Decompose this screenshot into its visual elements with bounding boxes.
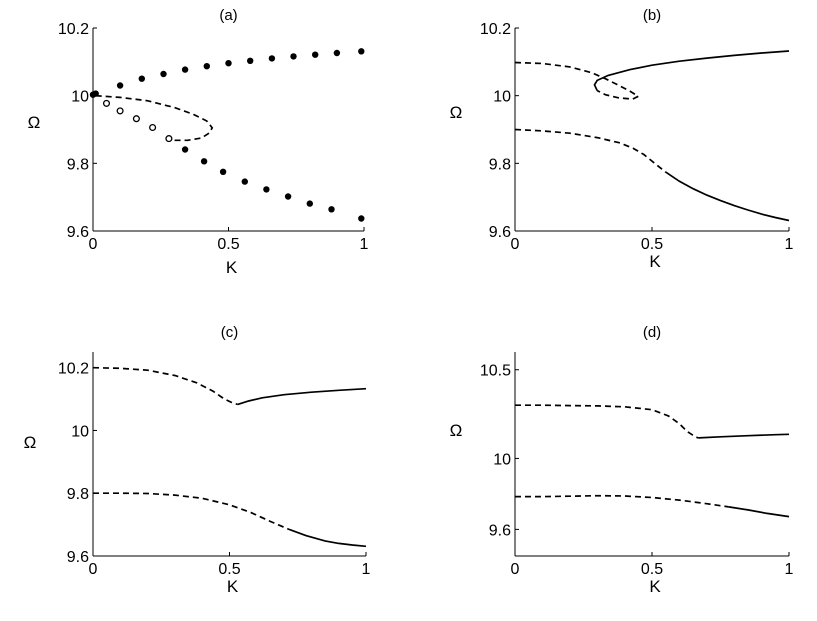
open-point <box>102 99 111 107</box>
series-solid-line <box>728 506 790 518</box>
y-tick-label: 9.6 <box>489 522 511 539</box>
x-tick-label: 0.5 <box>641 561 663 578</box>
filled-point <box>312 51 319 58</box>
series-solid-line <box>698 433 790 439</box>
filled-point <box>219 168 227 175</box>
y-axis-label: Ω <box>24 433 37 452</box>
y-tick-label: 9.8 <box>67 156 89 173</box>
filled-point <box>247 57 254 64</box>
x-tick-label: 0 <box>511 236 520 253</box>
y-tick-label: 9.6 <box>67 549 89 566</box>
series-dashed-line <box>514 61 641 100</box>
y-tick-label: 10 <box>71 89 89 106</box>
series-solid-line <box>289 528 367 548</box>
open-point <box>132 115 140 123</box>
y-tick-label: 9.8 <box>67 486 89 503</box>
filled-point <box>268 55 276 62</box>
filled-point <box>92 90 99 97</box>
filled-point <box>290 53 297 60</box>
panel-b: (b) 0 0.5 1 9.6 9.8 10 10.2 K Ω <box>450 7 794 271</box>
filled-point <box>225 60 232 67</box>
open-point <box>116 107 124 115</box>
x-tick-label: 0 <box>89 236 98 253</box>
x-tick-label: 0.5 <box>218 561 240 578</box>
x-tick-label: 1 <box>360 236 369 253</box>
y-tick-label: 10 <box>493 451 511 468</box>
panel-c: (c) 0 0.5 1 9.6 9.8 10 10.2 K Ω <box>24 324 371 596</box>
series-dashed-line <box>92 366 238 406</box>
filled-point <box>200 158 208 165</box>
filled-point <box>328 206 335 213</box>
y-tick-label: 10 <box>71 423 89 440</box>
y-tick-label: 10 <box>493 89 511 106</box>
x-axis-label: K <box>227 577 239 596</box>
panel-title: (c) <box>221 324 239 341</box>
y-axis-label: Ω <box>450 421 463 440</box>
filled-point <box>306 200 313 207</box>
series-dashed-line <box>515 404 699 439</box>
filled-point <box>333 49 341 57</box>
filled-point <box>116 82 124 89</box>
y-tick-label: 9.6 <box>489 224 511 241</box>
y-tick-label: 10.5 <box>480 363 511 380</box>
open-point <box>149 123 157 132</box>
filled-point <box>241 178 248 185</box>
x-axis-label: K <box>649 577 661 596</box>
series-dashed-line <box>93 492 290 531</box>
x-tick-label: 0 <box>89 561 98 578</box>
x-tick-label: 1 <box>785 236 794 253</box>
x-tick-label: 1 <box>362 561 371 578</box>
filled-point <box>358 48 365 55</box>
x-tick-label: 0.5 <box>217 236 239 253</box>
series-solid-line <box>593 50 790 91</box>
filled-point <box>284 193 292 200</box>
x-tick-label: 0 <box>511 561 520 578</box>
filled-point <box>138 75 145 82</box>
panel-title: (d) <box>643 324 661 341</box>
y-tick-label: 9.6 <box>67 224 89 241</box>
y-tick-label: 10.2 <box>58 21 89 38</box>
panel-title: (b) <box>643 7 661 24</box>
x-tick-label: 1 <box>785 561 794 578</box>
series-solid-line <box>237 387 367 406</box>
panel-a: (a) 0 0.5 1 9.6 9.8 10 10.2 K Ω <box>28 7 369 277</box>
y-tick-label: 10.2 <box>58 361 89 378</box>
y-axis-label: Ω <box>28 113 41 132</box>
filled-point <box>181 146 189 153</box>
y-tick-label: 10.2 <box>480 21 511 38</box>
x-axis-label: K <box>226 258 238 277</box>
series-solid-line <box>665 171 790 222</box>
series-dashed-line <box>514 128 667 173</box>
x-tick-label: 0.5 <box>641 236 663 253</box>
filled-point <box>160 70 167 78</box>
open-point <box>165 135 173 143</box>
panel-d: (d) 0 0.5 1 9.6 10 10.5 K Ω <box>450 324 794 596</box>
filled-point <box>203 62 210 70</box>
panel-title: (a) <box>219 7 237 24</box>
filled-point <box>181 66 189 73</box>
filled-point <box>263 186 270 193</box>
x-axis-label: K <box>649 252 661 271</box>
y-tick-label: 9.8 <box>489 156 511 173</box>
series-dashed-line <box>515 494 729 508</box>
filled-point <box>358 215 365 222</box>
y-axis-label: Ω <box>450 103 463 122</box>
series-dashed-line <box>95 94 214 142</box>
